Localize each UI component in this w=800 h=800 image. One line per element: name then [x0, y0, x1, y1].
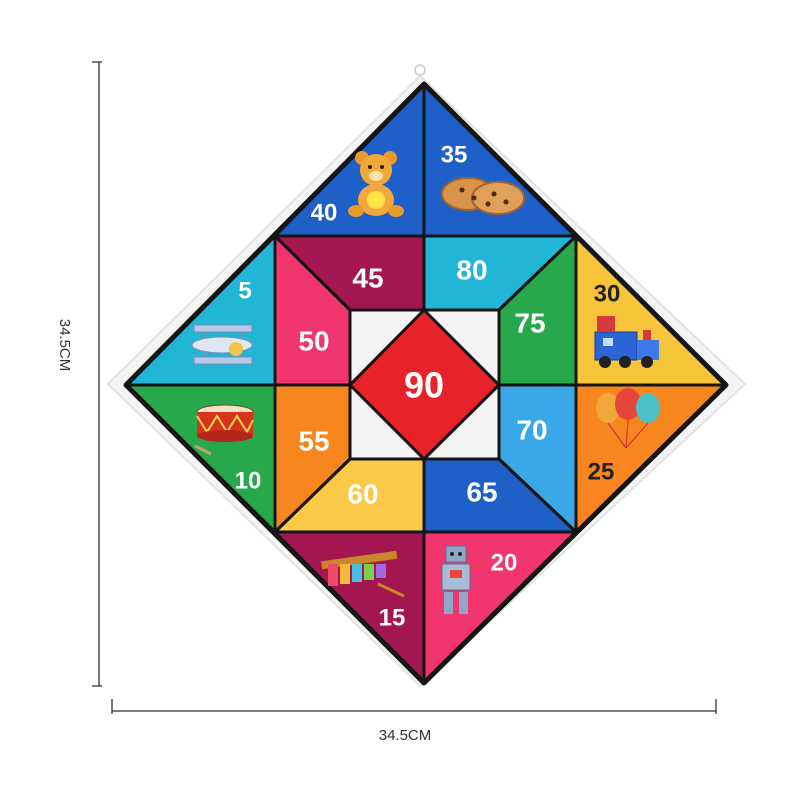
dartboard: [123, 81, 729, 686]
xylophone-icon: [320, 550, 405, 598]
balloons-icon: [596, 388, 660, 449]
score-60: 60: [347, 479, 378, 510]
height-label: 34.5CM: [56, 319, 73, 372]
robot-icon: [441, 545, 487, 614]
score-10: 10: [235, 468, 262, 495]
toy-train-icon: [594, 316, 659, 368]
airplane-icon: [191, 324, 253, 365]
score-30: 30: [594, 281, 621, 308]
score-35: 35: [441, 142, 468, 169]
height-dimension: [92, 61, 102, 687]
score-20: 20: [491, 550, 518, 577]
score-5: 5: [238, 278, 251, 305]
cookies-icon: [441, 177, 525, 215]
score-55: 55: [298, 426, 329, 457]
teddy-bear-icon: [348, 151, 404, 217]
score-90: 90: [404, 365, 444, 406]
score-45: 45: [352, 263, 383, 294]
score-75: 75: [514, 308, 545, 339]
score-65: 65: [466, 477, 497, 508]
score-50: 50: [298, 326, 329, 357]
score-80: 80: [456, 255, 487, 286]
score-25: 25: [588, 459, 615, 486]
width-label: 34.5CM: [379, 727, 432, 744]
drum-icon: [194, 404, 254, 456]
score-70: 70: [516, 415, 547, 446]
width-dimension: [111, 699, 717, 714]
score-labels: 40 35 5 30 10 25 15 20 45 50 80 75 55 70…: [235, 142, 621, 632]
score-40: 40: [311, 200, 338, 227]
score-15: 15: [379, 605, 406, 632]
hanging-hole: [414, 64, 426, 76]
